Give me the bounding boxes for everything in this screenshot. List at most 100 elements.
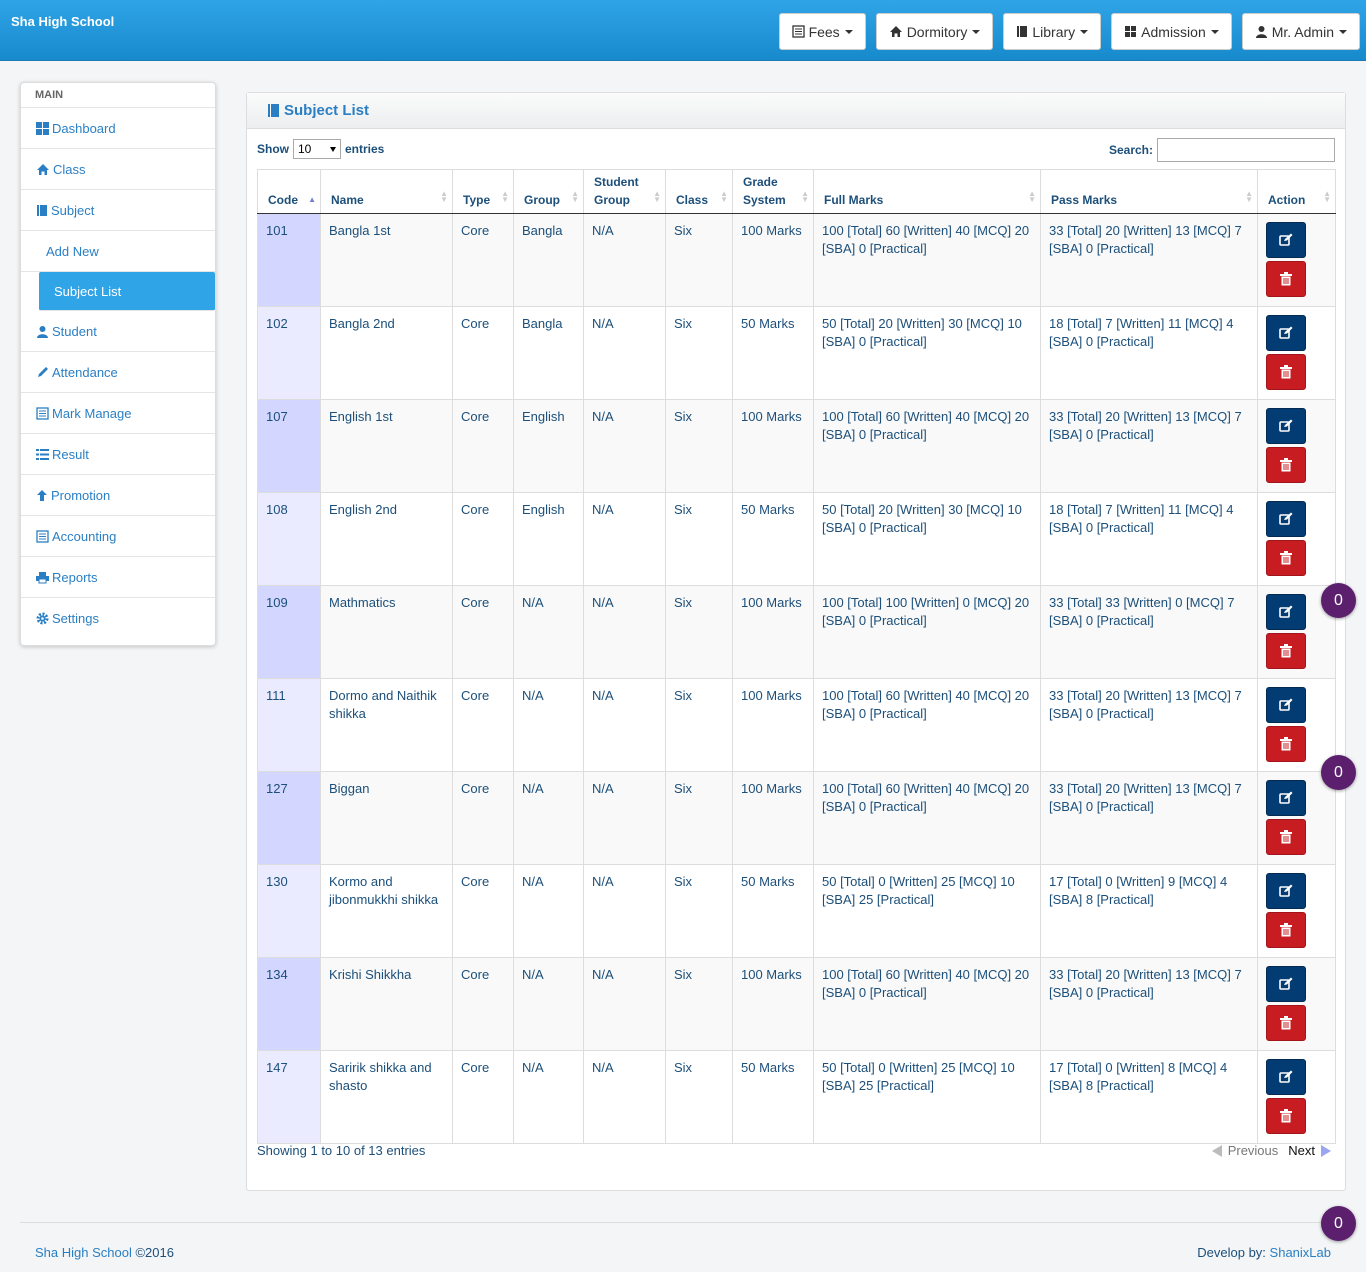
column-header[interactable]: Class ▲ ▼: [665, 169, 733, 214]
sidebar-item-accounting[interactable]: Accounting: [21, 516, 215, 557]
sort-icon: ▲ ▼: [720, 189, 728, 204]
brand-name[interactable]: Sha High School: [11, 14, 115, 29]
delete-button[interactable]: [1266, 447, 1306, 483]
edit-button[interactable]: [1266, 780, 1306, 816]
column-header[interactable]: Action ▲ ▼: [1257, 169, 1336, 214]
delete-button[interactable]: [1266, 261, 1306, 297]
edit-icon: [1279, 977, 1293, 990]
sidebar-item-student[interactable]: Student: [21, 311, 215, 352]
column-header[interactable]: Full Marks ▲ ▼: [813, 169, 1041, 214]
cell-name: Biggan: [320, 771, 453, 865]
cell-type: Core: [452, 492, 514, 586]
cell-full: 100 [Total] 100 [Written] 0 [MCQ] 20 [SB…: [813, 585, 1041, 679]
cell-name: Mathmatics: [320, 585, 453, 679]
edit-button[interactable]: [1266, 687, 1306, 723]
delete-button[interactable]: [1266, 540, 1306, 576]
sidebar-item-reports[interactable]: Reports: [21, 557, 215, 598]
edit-button[interactable]: [1266, 501, 1306, 537]
cell-action: [1257, 213, 1336, 307]
entries-select[interactable]: 10: [293, 139, 341, 159]
cell-code: 111: [257, 678, 321, 772]
fees-dropdown[interactable]: Fees: [778, 13, 866, 50]
cell-code: 108: [257, 492, 321, 586]
delete-button[interactable]: [1266, 912, 1306, 948]
column-header[interactable]: Pass Marks ▲ ▼: [1040, 169, 1258, 214]
edit-button[interactable]: [1266, 966, 1306, 1002]
cell-type: Core: [452, 1050, 514, 1144]
cell-action: [1257, 957, 1336, 1051]
user-menu-dropdown[interactable]: Mr. Admin: [1241, 13, 1360, 50]
notification-badge[interactable]: 0: [1321, 1206, 1356, 1241]
trash-icon: [1280, 1109, 1292, 1123]
cell-pass: 33 [Total] 20 [Written] 13 [MCQ] 7 [SBA]…: [1040, 678, 1258, 772]
edit-button[interactable]: [1266, 222, 1306, 258]
cell-code: 101: [257, 213, 321, 307]
edit-button[interactable]: [1266, 315, 1306, 351]
sidebar-item-promotion[interactable]: Promotion: [21, 475, 215, 516]
table-row: 102 Bangla 2nd Core Bangla N/A Six 50 Marks 50 …: [257, 306, 1336, 400]
column-header[interactable]: Name ▲ ▼: [320, 169, 453, 214]
column-header[interactable]: Grade System ▲ ▼: [732, 169, 814, 214]
edit-icon: [1279, 698, 1293, 711]
table-info: Showing 1 to 10 of 13 entries: [257, 1143, 426, 1158]
cell-class: Six: [665, 864, 733, 958]
sidebar-item-label: Accounting: [52, 528, 117, 544]
delete-button[interactable]: [1266, 726, 1306, 762]
edit-button[interactable]: [1266, 1059, 1306, 1095]
search-input[interactable]: [1157, 138, 1335, 162]
cell-student-group: N/A: [583, 1050, 666, 1144]
dormitory-dropdown[interactable]: Dormitory: [875, 13, 994, 50]
edit-button[interactable]: [1266, 873, 1306, 909]
next-label: Next: [1288, 1143, 1315, 1158]
cell-name: Krishi Shikkha: [320, 957, 453, 1051]
edit-icon: [1279, 233, 1293, 246]
column-header[interactable]: Group ▲ ▼: [513, 169, 584, 214]
sidebar-item-dashboard[interactable]: Dashboard: [21, 108, 215, 149]
cell-pass: 33 [Total] 20 [Written] 13 [MCQ] 7 [SBA]…: [1040, 957, 1258, 1051]
sidebar-item-subject-list[interactable]: Subject List: [39, 272, 215, 311]
edit-button[interactable]: [1266, 594, 1306, 630]
footer-develop-label: Develop by:: [1197, 1245, 1266, 1260]
previous-button[interactable]: Previous: [1211, 1143, 1278, 1158]
cell-type: Core: [452, 213, 514, 307]
cell-student-group: N/A: [583, 864, 666, 958]
sidebar-item-attendance[interactable]: Attendance: [21, 352, 215, 393]
sidebar-item-add-new[interactable]: Add New: [21, 231, 215, 272]
column-header[interactable]: Student Group ▲ ▼: [583, 169, 666, 214]
delete-button[interactable]: [1266, 633, 1306, 669]
next-button[interactable]: Next: [1288, 1143, 1331, 1158]
notification-badge[interactable]: 0: [1321, 583, 1356, 618]
sidebar-item-mark-manage[interactable]: Mark Manage: [21, 393, 215, 434]
table-controls: Show 10 entries Search:: [257, 138, 1335, 163]
cell-full: 50 [Total] 20 [Written] 30 [MCQ] 10 [SBA…: [813, 306, 1041, 400]
subject-list-panel: Subject List Show 10 entries Search: Cod…: [246, 92, 1346, 1191]
library-dropdown[interactable]: Library: [1003, 13, 1102, 50]
column-header[interactable]: Code ▲: [257, 169, 321, 214]
footer-school-link[interactable]: Sha High School: [35, 1245, 132, 1260]
sidebar-item-settings[interactable]: Settings: [21, 598, 215, 639]
column-header[interactable]: Type ▲ ▼: [452, 169, 514, 214]
delete-button[interactable]: [1266, 1005, 1306, 1041]
cell-type: Core: [452, 864, 514, 958]
sidebar-item-subject[interactable]: Subject: [21, 190, 215, 231]
sort-asc-icon: ▲: [308, 195, 316, 204]
notification-badge[interactable]: 0: [1321, 755, 1356, 790]
cell-pass: 33 [Total] 20 [Written] 13 [MCQ] 7 [SBA]…: [1040, 399, 1258, 493]
admission-dropdown[interactable]: Admission: [1111, 13, 1232, 50]
sidebar-item-label: Subject List: [54, 283, 122, 299]
sidebar-item-class[interactable]: Class: [21, 149, 215, 190]
sidebar-item-result[interactable]: Result: [21, 434, 215, 475]
cell-type: Core: [452, 957, 514, 1051]
cell-full: 50 [Total] 0 [Written] 25 [MCQ] 10 [SBA]…: [813, 1050, 1041, 1144]
cell-name: Kormo and jibonmukkhi shikka: [320, 864, 453, 958]
footer-developer-link[interactable]: ShanixLab: [1269, 1245, 1331, 1260]
cell-grade: 50 Marks: [732, 306, 814, 400]
edit-button[interactable]: [1266, 408, 1306, 444]
cell-group: N/A: [513, 1050, 584, 1144]
delete-button[interactable]: [1266, 819, 1306, 855]
column-header-label: System: [743, 193, 786, 207]
delete-button[interactable]: [1266, 1098, 1306, 1134]
top-nav-menu: Fees Dormitory Library Admission Mr. Adm…: [778, 13, 1360, 50]
sort-icon: ▲ ▼: [571, 189, 579, 204]
delete-button[interactable]: [1266, 354, 1306, 390]
